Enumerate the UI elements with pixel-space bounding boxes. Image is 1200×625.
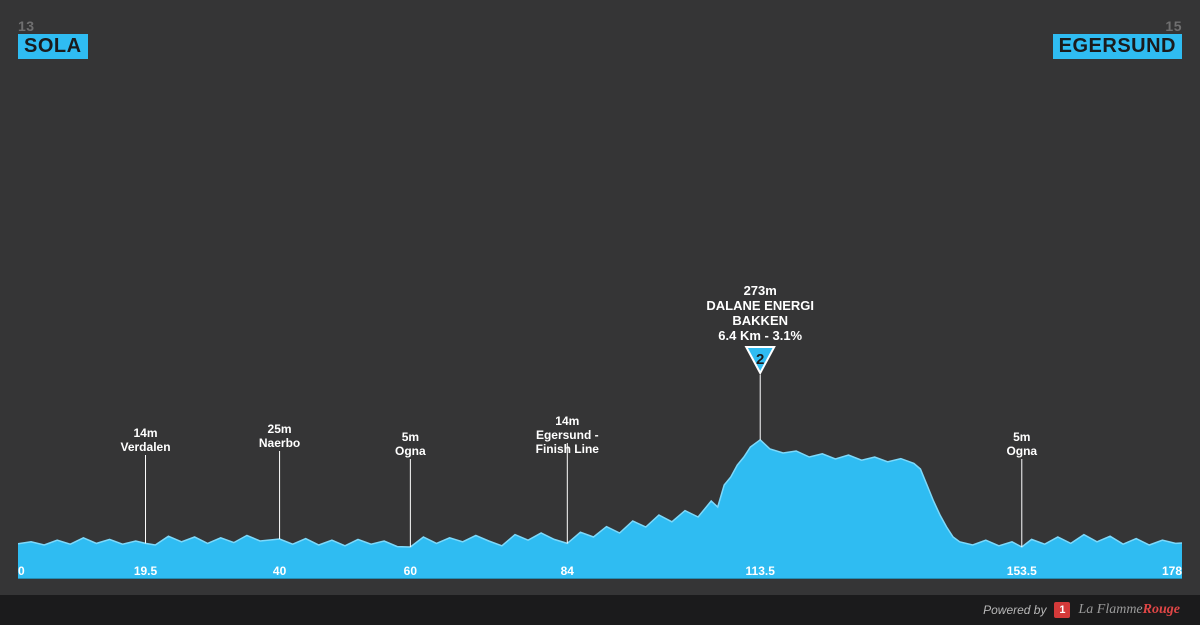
svg-text:Verdalen: Verdalen bbox=[121, 440, 171, 454]
svg-text:60: 60 bbox=[404, 564, 418, 578]
svg-text:273m: 273m bbox=[744, 283, 777, 298]
svg-text:19.5: 19.5 bbox=[134, 564, 158, 578]
svg-text:5m: 5m bbox=[402, 430, 419, 444]
svg-text:Ogna: Ogna bbox=[1006, 444, 1037, 458]
elevation-chart: 019.5406084113.5153.517814mVerdalen25mNa… bbox=[18, 19, 1182, 579]
svg-text:84: 84 bbox=[561, 564, 575, 578]
svg-text:Finish Line: Finish Line bbox=[536, 442, 600, 456]
footer-badge-icon: 1 bbox=[1054, 602, 1070, 618]
footer-brand-red: Rouge bbox=[1143, 602, 1180, 617]
elevation-profile-container: 13 SOLA 15 EGERSUND 019.5406084113.5153.… bbox=[0, 0, 1200, 595]
svg-text:BAKKEN: BAKKEN bbox=[732, 313, 788, 328]
footer-brand-plain: La Flamme bbox=[1078, 602, 1142, 617]
svg-text:6.4 Km - 3.1%: 6.4 Km - 3.1% bbox=[718, 328, 802, 343]
svg-text:Egersund -: Egersund - bbox=[536, 428, 599, 442]
svg-text:178: 178 bbox=[1162, 564, 1182, 578]
svg-text:14m: 14m bbox=[134, 426, 158, 440]
svg-text:113.5: 113.5 bbox=[746, 564, 776, 578]
svg-text:2: 2 bbox=[756, 351, 764, 368]
svg-text:Ogna: Ogna bbox=[395, 444, 426, 458]
svg-text:40: 40 bbox=[273, 564, 287, 578]
footer-bar: Powered by 1 La FlammeRouge bbox=[0, 595, 1200, 625]
svg-text:DALANE ENERGI: DALANE ENERGI bbox=[706, 298, 814, 313]
svg-text:25m: 25m bbox=[268, 422, 292, 436]
svg-text:14m: 14m bbox=[555, 414, 579, 428]
footer-powered-by: Powered by bbox=[983, 603, 1046, 617]
svg-text:0: 0 bbox=[18, 564, 25, 578]
footer-brand: La FlammeRouge bbox=[1078, 602, 1180, 618]
svg-text:5m: 5m bbox=[1013, 430, 1030, 444]
svg-text:Naerbo: Naerbo bbox=[259, 436, 300, 450]
svg-text:153.5: 153.5 bbox=[1007, 564, 1037, 578]
